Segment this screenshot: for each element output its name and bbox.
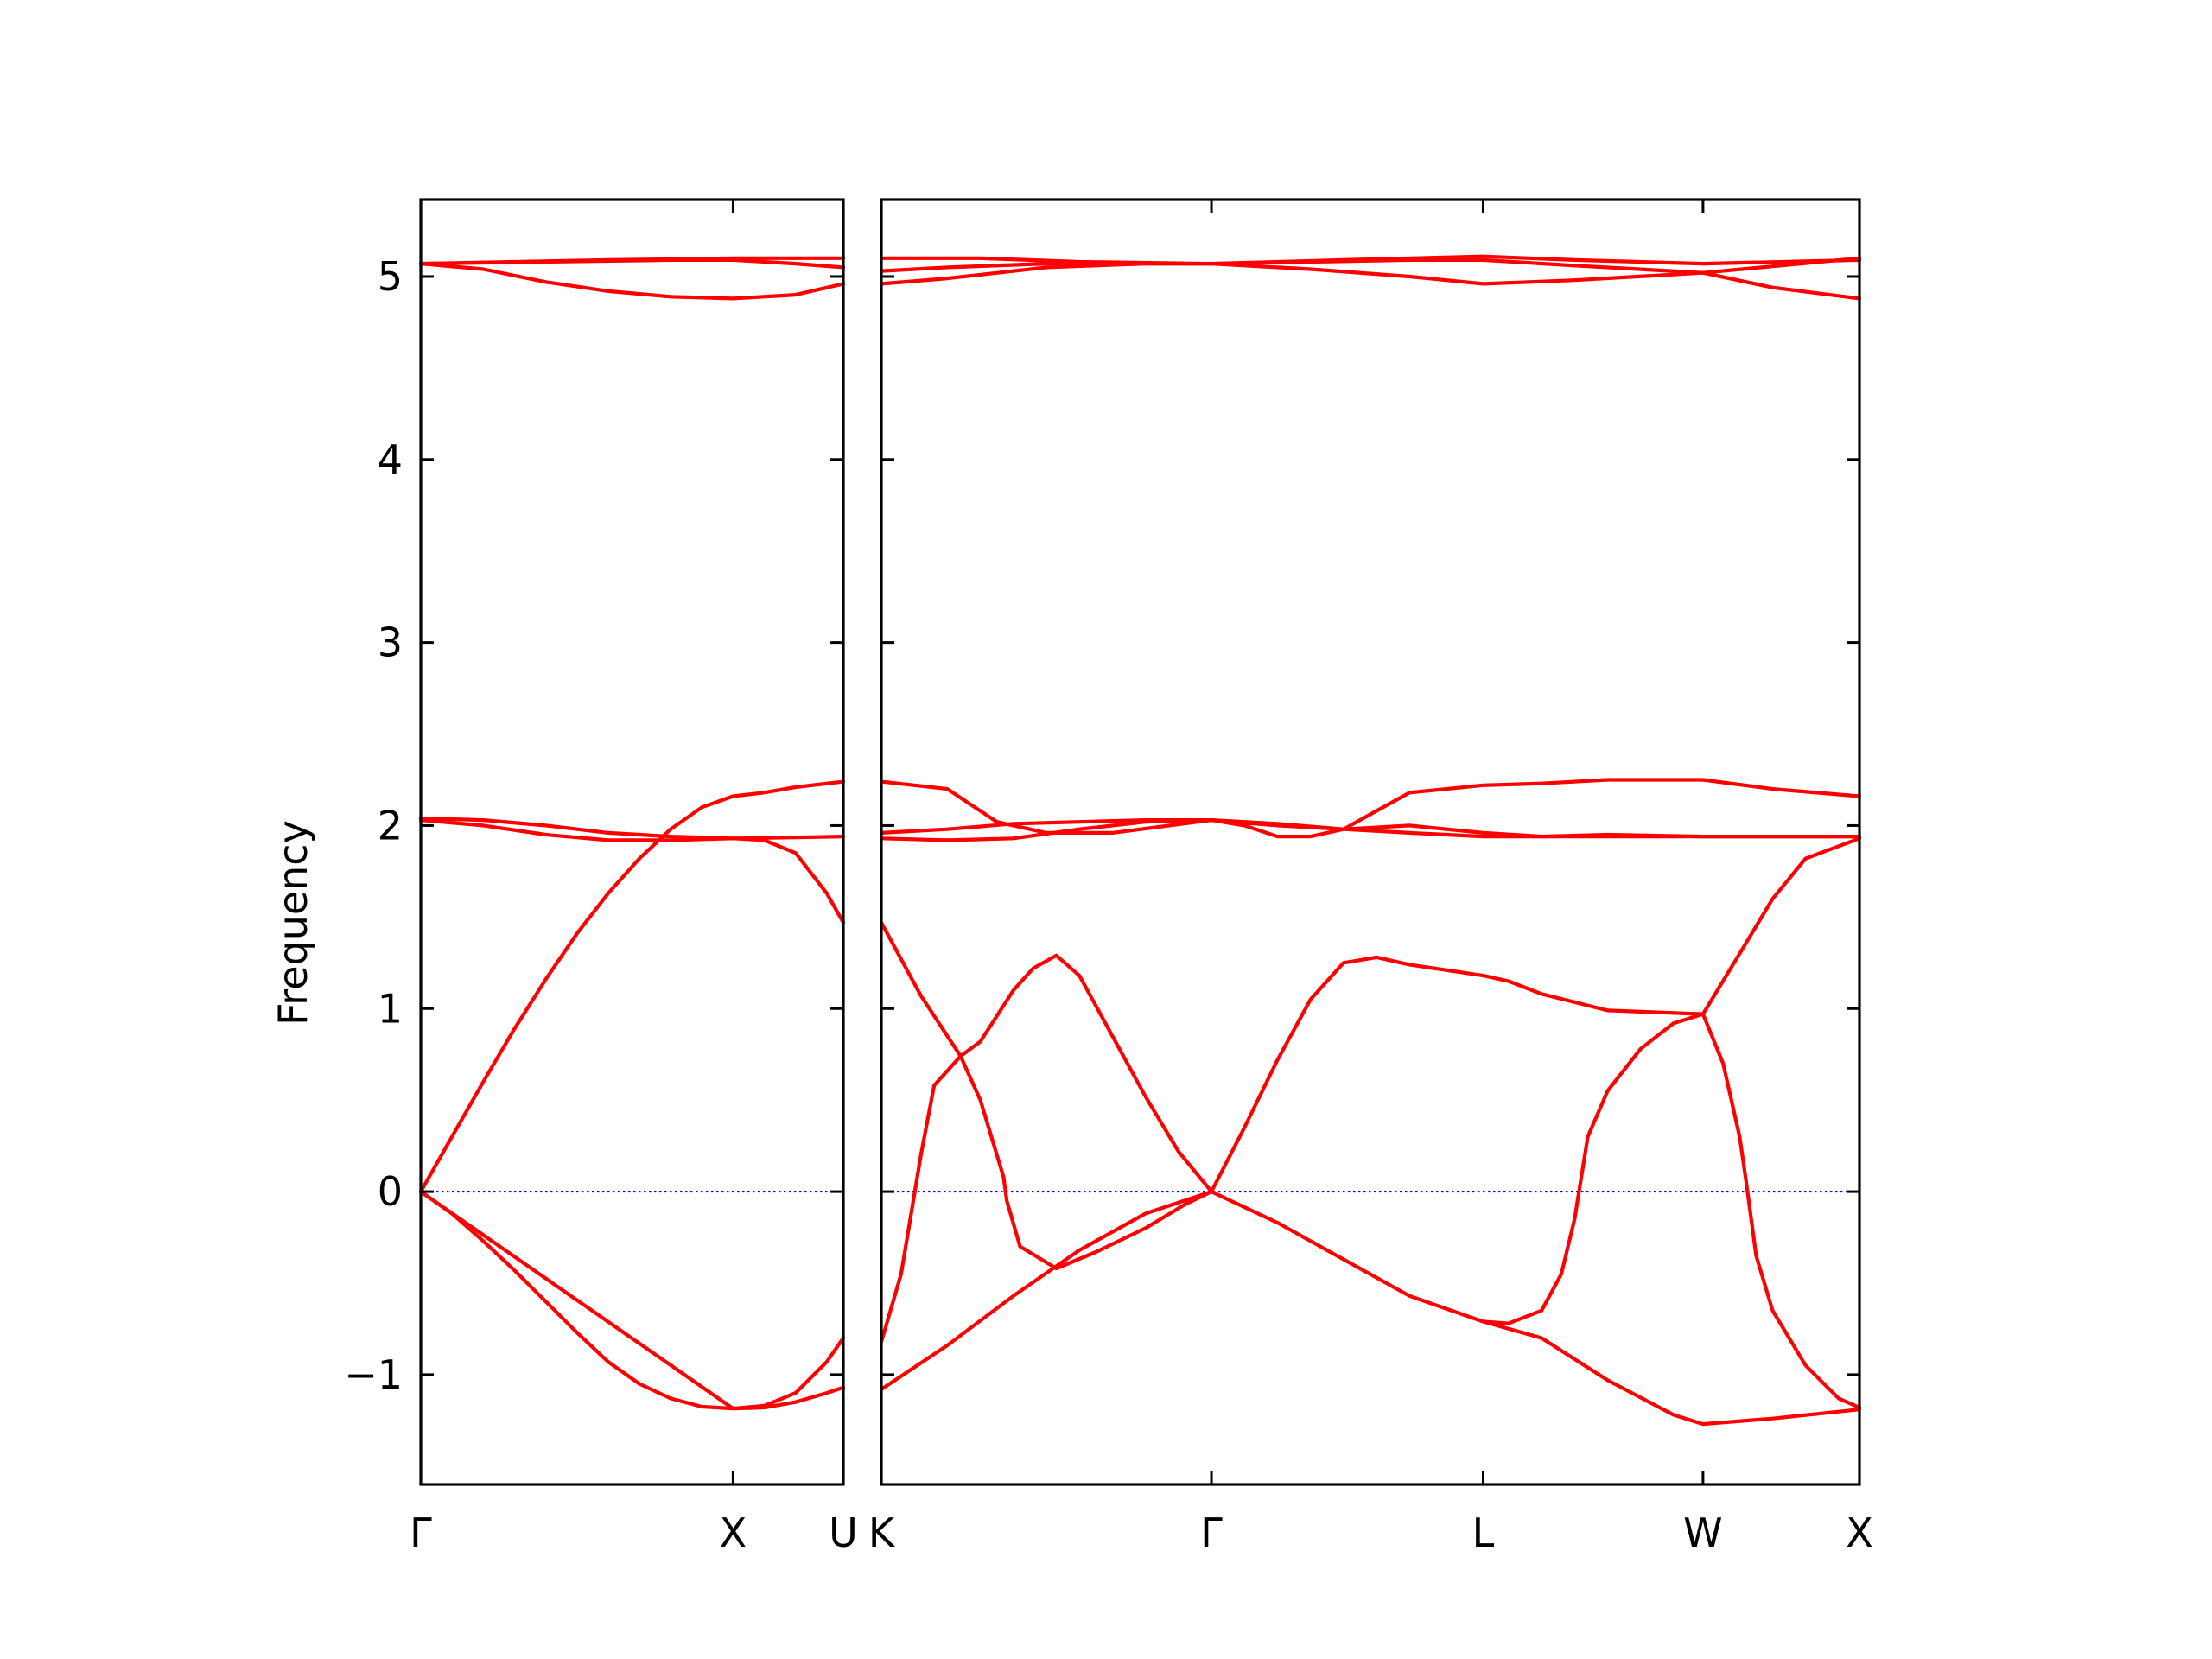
right-band-3 — [879, 920, 1214, 1271]
left-axes-frame — [419, 198, 845, 1486]
right-band-10 — [1700, 1012, 1862, 1410]
x-tick-label: U — [829, 1510, 858, 1556]
right-band-2 — [879, 953, 1214, 1344]
y-tick-label: 2 — [378, 802, 403, 849]
right-band-11 — [879, 256, 1862, 286]
left-band-2 — [418, 1190, 846, 1411]
x-tick-label: X — [1846, 1510, 1873, 1556]
y-tick-label: 1 — [378, 985, 403, 1032]
right-band-9 — [1481, 1319, 1862, 1427]
right-band-12 — [879, 257, 1862, 301]
y-tick-label: 0 — [378, 1168, 403, 1215]
y-axis-label: Frequency — [270, 820, 316, 1026]
x-tick-label: Γ — [410, 1510, 432, 1556]
right-band-1 — [879, 1190, 1214, 1391]
left-band-5 — [418, 818, 846, 842]
right-band-7 — [1209, 1012, 1705, 1325]
right-band-6 — [879, 778, 1862, 835]
y-tick-label: 3 — [378, 620, 403, 666]
y-tick-label: 4 — [378, 436, 403, 483]
x-tick-label: W — [1683, 1510, 1722, 1556]
y-tick-label: 5 — [378, 253, 403, 300]
left-band-4 — [418, 816, 846, 925]
x-tick-label: X — [720, 1510, 747, 1556]
left-band-6 — [418, 262, 846, 301]
y-tick-label: −1 — [344, 1351, 403, 1398]
left-band-1 — [418, 1190, 846, 1411]
x-tick-label: Γ — [1200, 1510, 1223, 1556]
right-band-13 — [879, 254, 1862, 266]
right-axes-frame — [880, 198, 1861, 1486]
left-band-3 — [418, 779, 846, 1194]
plot-layer: Γ X U K Γ L W X −1 0 1 2 3 4 5 — [344, 198, 1873, 1556]
x-tick-label: L — [1472, 1510, 1495, 1556]
right-band-8 — [1209, 836, 1862, 1194]
x-tick-label: K — [868, 1510, 896, 1556]
left-band-8 — [418, 257, 846, 270]
